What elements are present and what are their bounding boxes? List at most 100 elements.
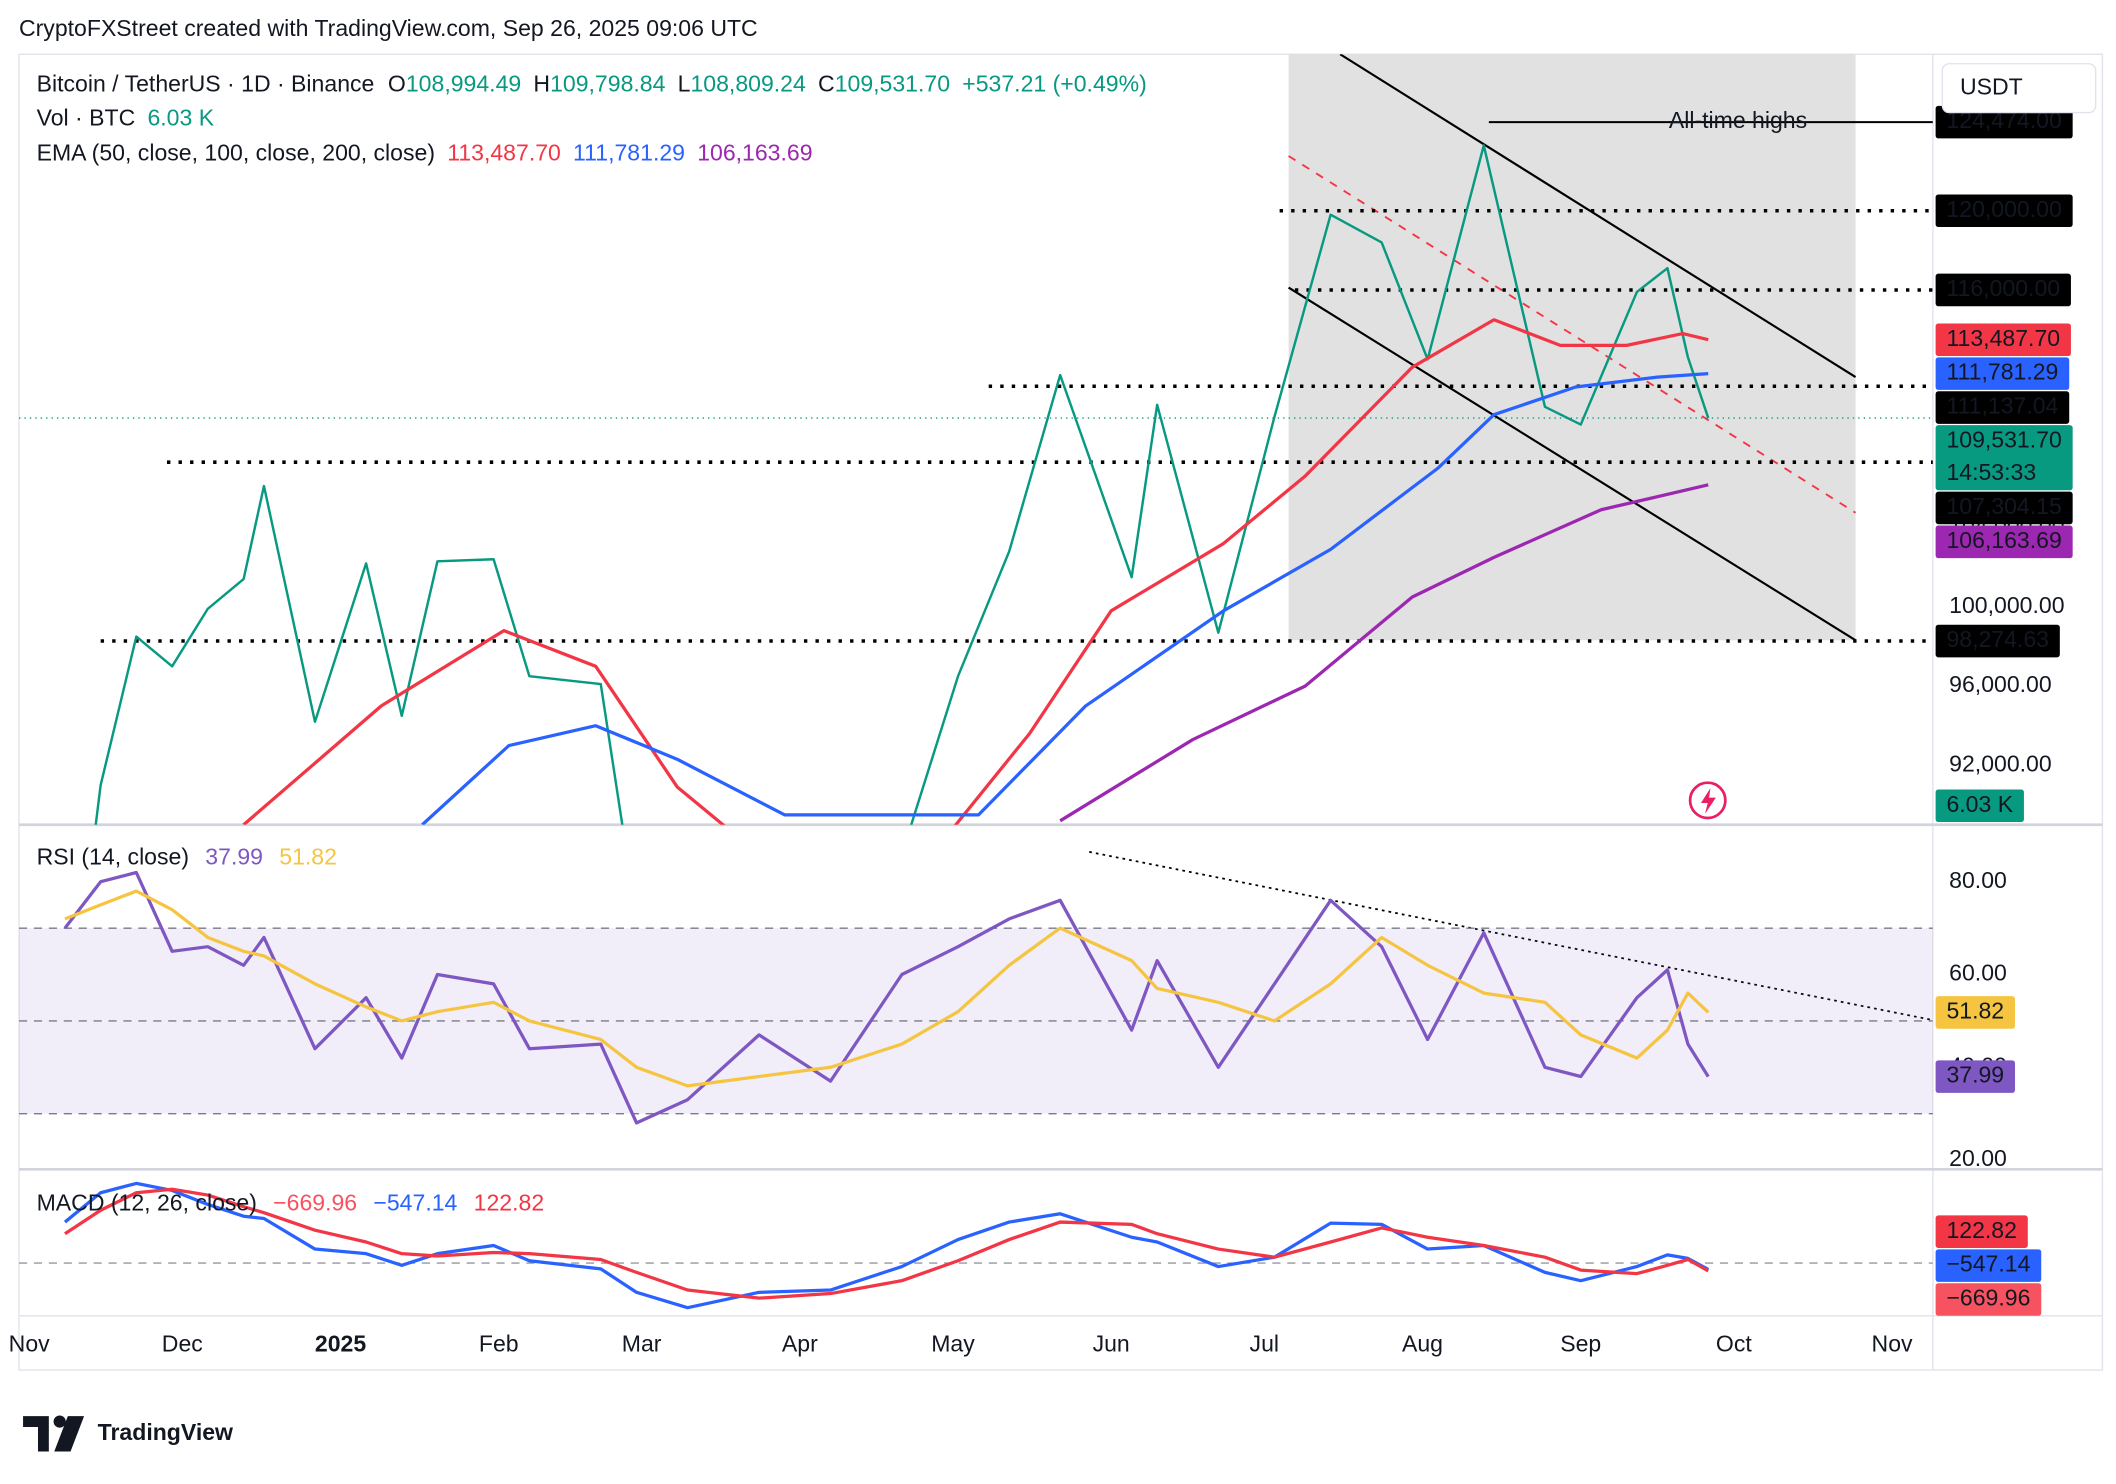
price-label: 122.82 bbox=[1946, 1217, 2016, 1243]
legend-value: −669.96 bbox=[273, 1190, 357, 1216]
volume-label-box bbox=[1935, 789, 2024, 823]
y-tick-label: 92,000.00 bbox=[1949, 750, 2052, 776]
symbol: Bitcoin / TetherUS · 1D · Binance bbox=[37, 71, 375, 97]
price-label: 98,274.63 bbox=[1946, 626, 2049, 652]
price-label-box bbox=[1935, 357, 2070, 390]
price-label-box bbox=[1935, 194, 2073, 228]
macd-title: MACD (12, 26, close) bbox=[37, 1190, 257, 1216]
price-label: 106,163.69 bbox=[1946, 527, 2061, 553]
x-tick-label: 2025 bbox=[315, 1331, 366, 1357]
x-tick-label: Apr bbox=[782, 1331, 818, 1357]
price-label-box bbox=[1935, 491, 2073, 525]
ohlc-value: 109,531.70 bbox=[835, 71, 950, 97]
volume-label: 6.03 K bbox=[1946, 791, 2013, 817]
x-tick-label: Jul bbox=[1250, 1331, 1279, 1357]
legend-value: 37.99 bbox=[205, 844, 263, 870]
price-label: 111,781.29 bbox=[1946, 359, 2058, 385]
ohlc-value: 109,798.84 bbox=[550, 71, 666, 97]
price-label: −547.14 bbox=[1946, 1251, 2030, 1277]
price-pane: All-time highs bbox=[18, 54, 1933, 825]
countdown: 14:53:33 bbox=[1946, 459, 2036, 485]
x-tick-label: Mar bbox=[622, 1331, 662, 1357]
currency-frame[interactable] bbox=[1941, 63, 2097, 114]
brand: TradingView bbox=[98, 1419, 233, 1445]
channel-bottom bbox=[1288, 286, 1857, 642]
macd-legend: MACD (12, 26, close) −669.96 −547.14 122.82 bbox=[37, 1190, 545, 1216]
price-label-box bbox=[1935, 323, 2071, 356]
channel-mid bbox=[1288, 155, 1857, 514]
rsi-title: RSI (14, close) bbox=[37, 844, 189, 870]
price-label-box bbox=[1935, 1060, 2015, 1093]
ohlc-key: C bbox=[818, 71, 835, 97]
price-label-box bbox=[1935, 273, 2071, 307]
price-label-box bbox=[1935, 391, 2070, 424]
ema-value: 106,163.69 bbox=[697, 140, 812, 166]
ohlc-key: H bbox=[533, 71, 550, 97]
annotation: All-time highs bbox=[1669, 107, 1807, 133]
volume-value: 6.03 K bbox=[147, 104, 214, 130]
price-label: 109,531.70 bbox=[1946, 427, 2061, 453]
price-label-box bbox=[1935, 1283, 2042, 1316]
ohlc-value: 108,994.49 bbox=[406, 71, 521, 97]
y-tick-label: 80.00 bbox=[1949, 867, 2007, 893]
change: +537.21 (+0.49%) bbox=[962, 71, 1147, 97]
price-label: 37.99 bbox=[1946, 1062, 2004, 1088]
price-label: 51.82 bbox=[1946, 998, 2004, 1024]
ohlc-value: 108,809.24 bbox=[690, 71, 806, 97]
series-line bbox=[64, 1187, 1710, 1300]
y-tick-label: 20.00 bbox=[1949, 1145, 2007, 1171]
volume-label: Vol · BTC bbox=[37, 104, 136, 130]
legend-value: 122.82 bbox=[474, 1190, 544, 1216]
macd-pane bbox=[18, 1181, 1933, 1310]
legend-value: 51.82 bbox=[279, 844, 337, 870]
series-line bbox=[63, 870, 1710, 1125]
x-tick-label: Sep bbox=[1560, 1331, 1601, 1357]
ema-label: EMA (50, close, 100, close, 200, close) bbox=[37, 140, 435, 166]
logo-mark bbox=[23, 1416, 49, 1452]
currency-box: USDT bbox=[1941, 63, 2097, 114]
channel-top bbox=[1339, 54, 1857, 379]
price-label: 116,000.00 bbox=[1946, 275, 2060, 301]
y-tick-label: 96,000.00 bbox=[1949, 671, 2052, 697]
legend-value: −547.14 bbox=[373, 1190, 457, 1216]
brand-logo: TradingView bbox=[23, 1415, 233, 1452]
x-tick-label: Oct bbox=[1716, 1331, 1752, 1357]
series-line bbox=[94, 144, 1710, 825]
x-tick-label: May bbox=[931, 1331, 975, 1357]
ema-legend: EMA (50, close, 100, close, 200, close) 1… bbox=[37, 140, 813, 166]
series-line bbox=[1059, 483, 1709, 823]
price-label-box bbox=[1935, 525, 2073, 559]
price-label: 120,000.00 bbox=[1946, 196, 2061, 222]
credit: CryptoFXStreet created with TradingView.… bbox=[19, 15, 758, 41]
volume-legend: Vol · BTC 6.03 K bbox=[37, 104, 215, 130]
x-tick-label: Dec bbox=[162, 1331, 203, 1357]
series-line bbox=[242, 318, 1709, 825]
ema-value: 111,781.29 bbox=[573, 140, 685, 166]
ohlc-key: O bbox=[388, 71, 406, 97]
rsi-legend: RSI (14, close) 37.99 51.82 bbox=[37, 844, 337, 870]
y-tick-label: 60.00 bbox=[1949, 960, 2007, 986]
frame bbox=[18, 53, 2104, 1371]
x-tick-label: Aug bbox=[1402, 1331, 1443, 1357]
price-label-box bbox=[1935, 425, 2073, 491]
price-label-box bbox=[1935, 1249, 2042, 1282]
axes: Nov Dec 2025 Feb Mar Apr May Jun Jul Aug Sep Oct Nov… bbox=[9, 105, 2073, 1357]
channel-fill bbox=[1288, 54, 1856, 641]
x-tick-label: Jun bbox=[1093, 1331, 1130, 1357]
price-label: −669.96 bbox=[1946, 1285, 2030, 1311]
price-label-box bbox=[1935, 105, 2073, 139]
logo-mark bbox=[54, 1416, 85, 1452]
price-label-box bbox=[1935, 996, 2015, 1029]
price-label: 107,304.15 bbox=[1946, 493, 2061, 519]
price-label: 111,137.04 bbox=[1946, 393, 2058, 419]
x-tick-label: Nov bbox=[9, 1331, 50, 1357]
ohlc-key: L bbox=[678, 71, 691, 97]
logo-mark bbox=[53, 1415, 66, 1428]
price-label: 113,487.70 bbox=[1946, 325, 2060, 351]
series-line bbox=[63, 1181, 1710, 1310]
price-label-box bbox=[1935, 624, 2060, 658]
x-tick-label: Feb bbox=[479, 1331, 519, 1357]
series-line bbox=[421, 371, 1709, 825]
